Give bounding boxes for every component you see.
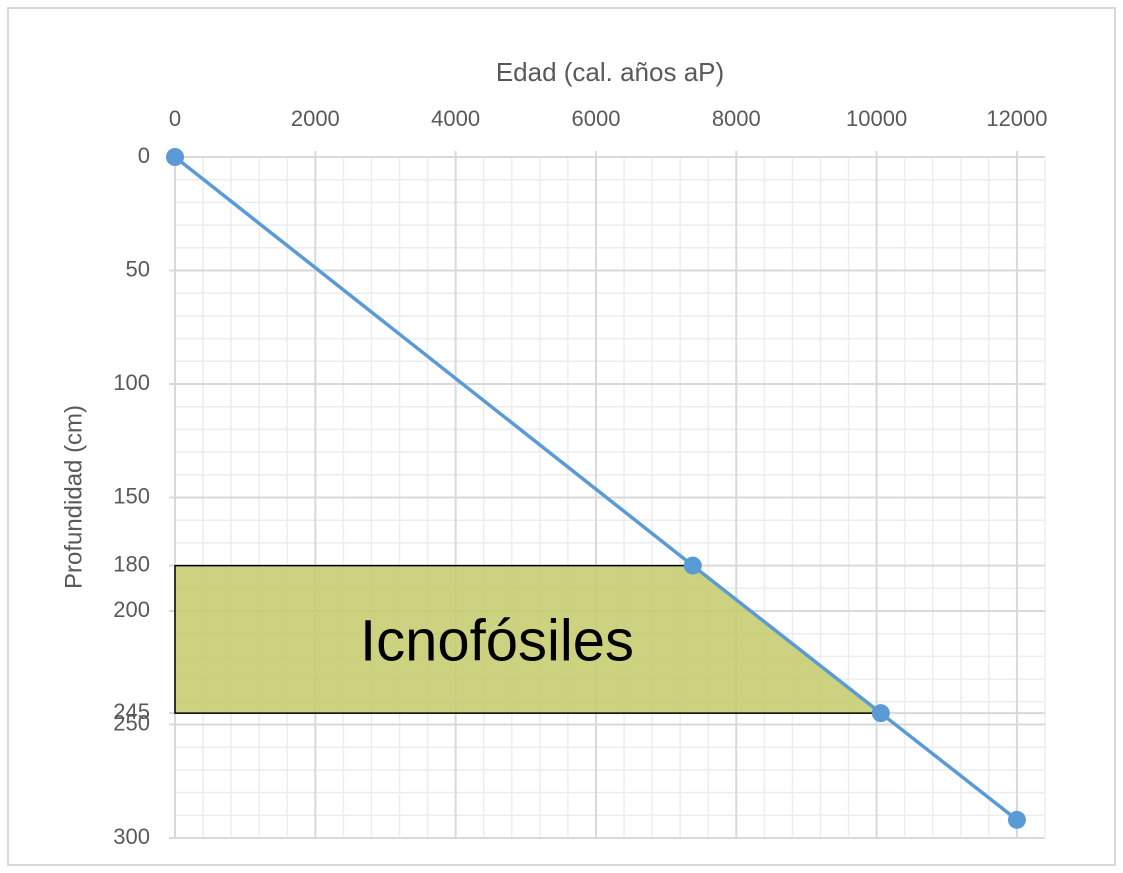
y-tick-label: 150	[113, 483, 150, 508]
marker	[871, 704, 890, 723]
annotation-text: Icnofósiles	[360, 608, 634, 673]
x-tick-label: 6000	[571, 106, 620, 131]
chart-frame	[7, 7, 1116, 866]
y-tick-label: 300	[113, 824, 150, 849]
y-tick-label: 100	[113, 370, 150, 395]
marker	[1007, 810, 1026, 829]
y-tick-label: 0	[138, 143, 150, 168]
y-tick-label: 180	[113, 551, 150, 576]
marker	[683, 556, 702, 575]
y-tick-label: 200	[113, 597, 150, 622]
x-tick-label: 12000	[986, 106, 1047, 131]
y-tick-label: 245	[113, 699, 150, 724]
x-tick-label: 0	[169, 106, 181, 131]
y-axis-title: Profundidad (cm)	[60, 405, 87, 589]
line	[173, 155, 1019, 822]
x-axis-title: Edad (cal. años aP)	[496, 57, 724, 87]
x-tick-label: 8000	[712, 106, 761, 131]
y-tick-label: 250	[113, 710, 150, 735]
x-tick-label: 2000	[291, 106, 340, 131]
x-tick-label: 10000	[846, 106, 907, 131]
x-tick-label: 4000	[431, 106, 480, 131]
y-tick-label: 50	[126, 256, 150, 281]
marker	[166, 148, 184, 166]
